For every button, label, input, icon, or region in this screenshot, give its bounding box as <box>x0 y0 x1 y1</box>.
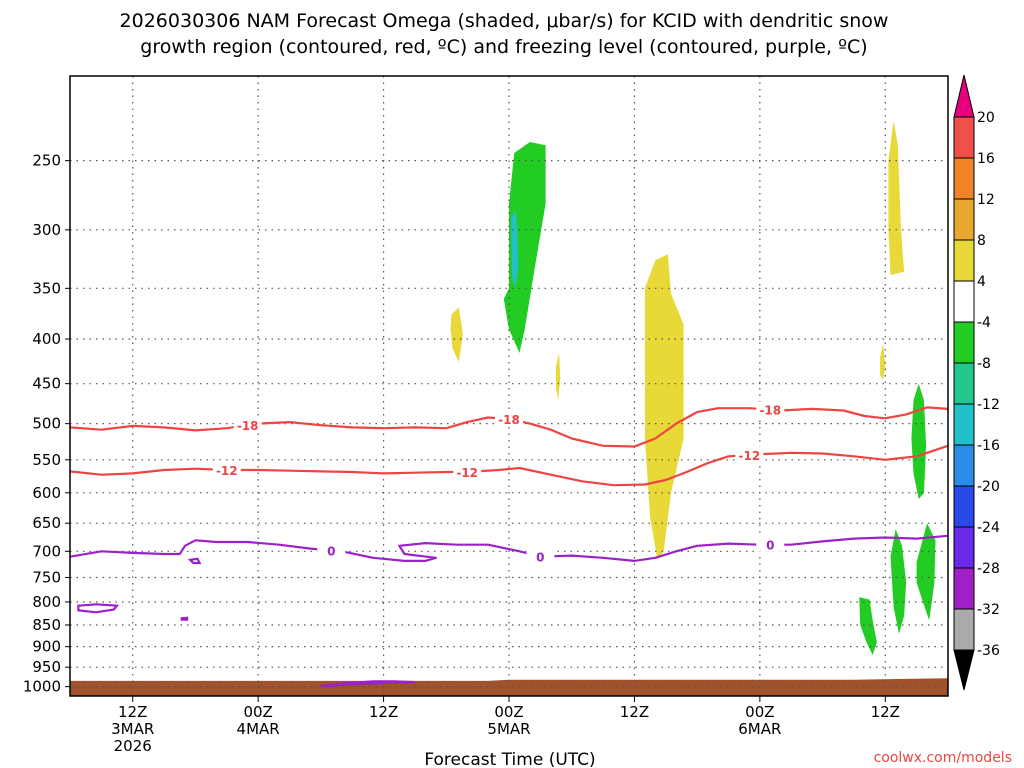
omega-ascent-core-5mar <box>503 142 546 353</box>
colorbar-bottom-arrow <box>953 649 975 691</box>
colorbar-segment <box>953 321 975 364</box>
colorbar-label: -16 <box>977 438 1000 454</box>
colorbar-label: -36 <box>977 643 1000 659</box>
isotherm-minus18-b-label-bg <box>495 411 523 427</box>
colorbar-segment <box>953 608 975 651</box>
omega-subsidence-upper-6mar <box>888 120 905 276</box>
colorbar-segment <box>953 362 975 405</box>
y-tick-label: 1000 <box>23 678 61 696</box>
y-tick-label: 700 <box>32 542 61 560</box>
omega-ascent-low-b-6mar <box>890 529 907 634</box>
colorbar-segment <box>953 403 975 446</box>
colorbar-segment <box>953 198 975 241</box>
isotherm-minus12-b-label: -12 <box>456 466 478 480</box>
colorbar-label: -20 <box>977 479 1000 495</box>
y-tick-label: 850 <box>32 616 61 634</box>
freezing-level-0-label-bg <box>317 542 346 558</box>
y-tick-label: 250 <box>32 152 61 170</box>
plot-area: -18 -18 -18 -12 -12 -12 0 0 0 <box>69 75 949 697</box>
isotherm-minus12-b-label-bg <box>453 464 482 480</box>
omega-subsidence-sliver-6mar <box>880 343 886 380</box>
x-tick-label: 12Z <box>620 703 649 721</box>
colorbar-segment <box>953 485 975 528</box>
freezing-level-0-b-label: 0 <box>536 551 544 565</box>
colorbar-segment <box>953 444 975 487</box>
freezing-blob-720mb <box>187 557 202 565</box>
chart-title-line1: 2026030306 NAM Forecast Omega (shaded, μ… <box>120 10 889 32</box>
y-tick-label: 550 <box>32 451 61 469</box>
y-tick-label: 800 <box>32 593 61 611</box>
freezing-line-near-surface <box>320 680 415 687</box>
omega-subsidence-sliver-5mar <box>556 353 561 401</box>
y-tick-label: 350 <box>32 279 61 297</box>
isotherm-minus18-label: -18 <box>237 419 259 433</box>
omega-ascent-low-c-6mar <box>916 523 936 621</box>
y-tick-label: 300 <box>32 221 61 239</box>
x-tick-label: 2026 <box>114 737 152 755</box>
freezing-blob-810mb <box>77 603 120 614</box>
colorbar-label: -8 <box>977 356 991 372</box>
y-tick-label: 950 <box>32 658 61 676</box>
chart-title-line2: growth region (contoured, red, ºC) and f… <box>140 36 867 58</box>
y-tick-label: 650 <box>32 514 61 532</box>
isotherm-minus12-c-label: -12 <box>739 449 761 463</box>
freezing-blob-835mb <box>180 616 189 621</box>
freezing-level-0-c-label: 0 <box>766 539 774 553</box>
colorbar-label: 8 <box>977 233 986 249</box>
y-tick-label: 400 <box>32 330 61 348</box>
colorbar-label: -12 <box>977 397 1000 413</box>
isotherm-minus12-label-bg <box>212 462 241 478</box>
x-tick-label: 00Z <box>494 703 523 721</box>
colorbar-segment <box>953 116 975 159</box>
colorbar-label: 16 <box>977 151 995 167</box>
y-tick-label: 750 <box>32 568 61 586</box>
x-tick-label: 00Z <box>243 703 272 721</box>
freezing-level-0-c-label-bg <box>756 536 785 552</box>
colorbar-label: 4 <box>977 274 986 290</box>
colorbar-label: -24 <box>977 520 1000 536</box>
omega-ascent-midlevel-6mar <box>911 383 927 500</box>
x-axis-label: Forecast Time (UTC) <box>424 750 595 768</box>
isotherm-minus12-label: -12 <box>216 464 238 478</box>
colorbar-label: 12 <box>977 192 995 208</box>
colorbar-label: -4 <box>977 315 991 331</box>
omega-subsidence-large-5mar <box>644 254 684 560</box>
y-tick-label: 450 <box>32 375 61 393</box>
y-tick-label: 600 <box>32 484 61 502</box>
x-tick-label: 3MAR <box>111 720 154 738</box>
y-tick-label: 500 <box>32 415 61 433</box>
colorbar-segment <box>953 239 975 282</box>
omega-subsidence-400mb <box>450 307 463 362</box>
colorbar: 20 16 12 8 4 -4 -8 -12 -16 -20 -24 -28 -32 -36 <box>953 74 1000 691</box>
freezing-level-0-b-label-bg <box>526 548 555 564</box>
colorbar-segment <box>953 526 975 569</box>
colorbar-segment <box>953 157 975 200</box>
colorbar-segment <box>953 280 975 323</box>
axis-ticks: 250 300 350 400 450 500 550 600 650 700 750 800 850 9… <box>23 152 900 755</box>
x-tick-label: 12Z <box>118 703 147 721</box>
omega-ascent-low-a-6mar <box>859 597 877 655</box>
x-tick-label: 6MAR <box>738 720 781 738</box>
x-tick-label: 12Z <box>871 703 900 721</box>
x-tick-label: 4MAR <box>237 720 280 738</box>
isotherm-minus18-c-label-bg <box>756 401 785 417</box>
colorbar-label: -32 <box>977 602 1000 618</box>
colorbar-label: 20 <box>977 110 995 126</box>
colorbar-segment <box>953 567 975 610</box>
colorbar-top-arrow <box>953 74 975 118</box>
isotherm-minus12-c-label-bg <box>735 446 764 462</box>
x-tick-label: 00Z <box>745 703 774 721</box>
isotherm-minus18-b-label: -18 <box>498 413 520 427</box>
isotherm-minus18-c-label: -18 <box>759 404 781 418</box>
freezing-level-0-label: 0 <box>327 544 335 558</box>
x-tick-label: 5MAR <box>487 720 530 738</box>
isotherm-minus18-label-bg <box>233 417 262 433</box>
plot-content: -18 -18 -18 -12 -12 -12 0 0 0 <box>70 76 948 696</box>
x-tick-label: 12Z <box>369 703 398 721</box>
y-tick-label: 900 <box>32 638 61 656</box>
credit-link[interactable]: coolwx.com/models <box>874 750 1012 766</box>
colorbar-label: -28 <box>977 561 1000 577</box>
